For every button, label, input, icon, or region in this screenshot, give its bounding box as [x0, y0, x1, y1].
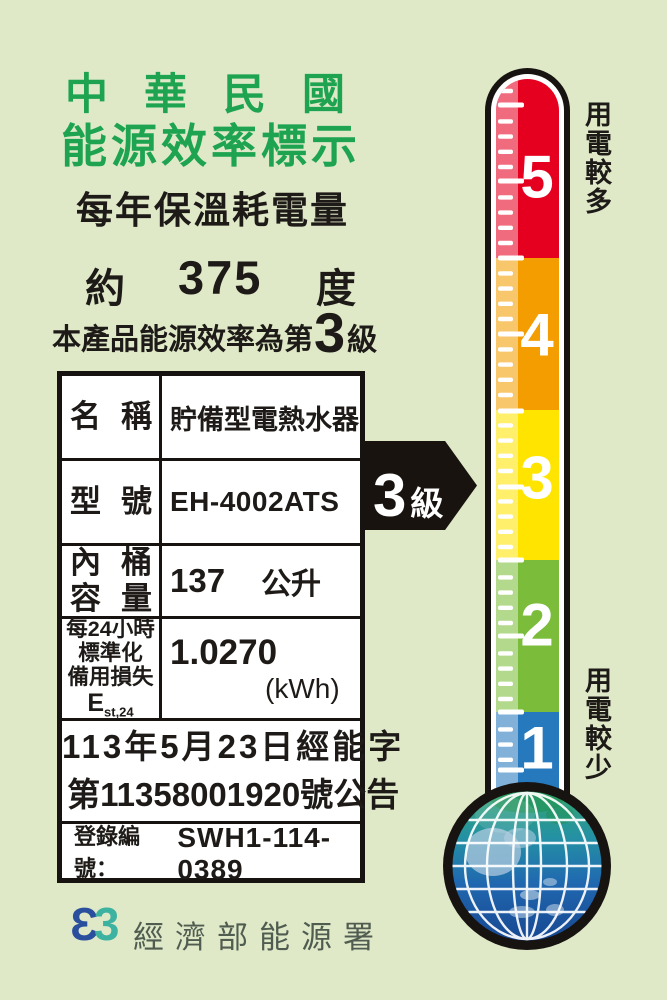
registration-number: SWH1-114-0389 [177, 822, 332, 885]
announcement-line2: 第11358001920號公告 [67, 776, 400, 813]
energy-administration-logo-icon: Ɛ3 [70, 898, 119, 950]
name-label: 名稱 [70, 399, 172, 435]
table-row-model: 型號 EH-4002ATS [62, 461, 360, 546]
level-5-number: 5 [520, 144, 553, 211]
model-label: 型號 [70, 484, 172, 520]
uses-less-power-label: 用電較少 [581, 666, 611, 782]
grade-number-large: 3 [314, 301, 346, 365]
registration-label: 登錄編號： [74, 824, 141, 881]
name-label-cell: 名稱 [62, 376, 162, 458]
level-2-number: 2 [520, 592, 553, 659]
table-row-registration: 登錄編號： SWH1-114-0389 [62, 822, 360, 885]
table-row-standby-loss: 每24小時 標準化 備用損失 Est,24 1.0270 (kWh) [62, 616, 360, 721]
product-name: 貯備型電熱水器 [170, 404, 359, 435]
consumption-unit: 度 [316, 267, 356, 311]
standby-loss-label-line3: 備用損失 [67, 665, 154, 690]
capacity-label-cell: 內桶 容量 [62, 545, 172, 616]
label-title: 能源效率標示 [61, 120, 361, 172]
capacity-unit: 公升 [261, 568, 322, 601]
announcement-line1: 113年5月23日經能字 [62, 728, 405, 766]
registration-cell: 登錄編號： SWH1-114-0389 [62, 822, 360, 885]
scale-ticks [498, 88, 524, 793]
approx-prefix: 約 [85, 267, 125, 311]
model-value-cell: EH-4002ATS [162, 461, 360, 543]
grade-sentence-suffix: 級 [347, 324, 378, 357]
scale-band [496, 79, 518, 808]
announcement-cell: 113年5月23日經能字 第11358001920號公告 [62, 721, 404, 821]
capacity-label-line1: 內桶 [70, 545, 172, 581]
grade-arrow-number: 3 [373, 462, 407, 530]
level-3-number: 3 [520, 445, 553, 512]
grade-sentence-prefix: 本產品能源效率為第 [52, 324, 314, 357]
agency-name: 經濟部能源署 [133, 920, 385, 955]
capacity-label-line2: 容量 [70, 581, 172, 616]
product-info-table: 名稱 貯備型電熱水器 型號 EH-4002ATS 內桶 容量 137 公升 [57, 371, 401, 885]
uses-more-power-label: 用電較多 [581, 100, 611, 216]
grade-sentence: 本產品能源效率為第 3 級 [52, 300, 378, 365]
model-label-cell: 型號 [62, 461, 162, 543]
capacity-value-cell: 137 公升 [162, 546, 360, 616]
grade-arrow-suffix: 級 [410, 485, 444, 522]
table-row-name: 名稱 貯備型電熱水器 [62, 376, 360, 461]
globe-icon [452, 791, 602, 941]
standby-loss-label-cell: 每24小時 標準化 備用損失 Est,24 [62, 616, 162, 720]
annual-consumption-value: 375 [178, 251, 263, 304]
standby-loss-unit: (kWh) [265, 672, 340, 704]
capacity-value: 137 [170, 562, 226, 599]
table-row-announcement: 113年5月23日經能字 第11358001920號公告 [62, 721, 401, 824]
annual-consumption-caption: 每年保溫耗電量 [76, 190, 349, 231]
table-row-capacity: 內桶 容量 137 公升 [62, 545, 360, 619]
standby-loss-label-line2: 標準化 [78, 640, 143, 665]
standby-loss-label-line1: 每24小時 [66, 616, 155, 641]
name-value-cell: 貯備型電熱水器 [162, 376, 360, 458]
standby-loss-value-cell: 1.0270 (kWh) [162, 619, 360, 718]
model-number: EH-4002ATS [170, 486, 340, 517]
level-4-number: 4 [520, 302, 554, 369]
standby-loss-value: 1.0270 [170, 632, 278, 672]
standby-loss-symbol: Est,24 [87, 689, 134, 720]
level-1-number: 1 [520, 715, 553, 782]
country-title: 中華民國 [65, 71, 381, 119]
efficiency-thermometer: 5 4 3 2 1 [443, 68, 611, 950]
